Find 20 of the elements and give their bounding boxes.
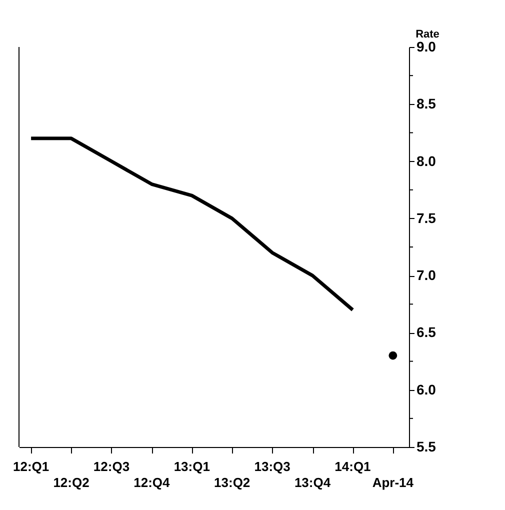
- x-tick-label: 13:Q1: [174, 459, 210, 474]
- x-tick-label: 13:Q4: [294, 475, 332, 490]
- y-tick-label: 6.0: [416, 381, 436, 398]
- x-tick-label: 14:Q1: [334, 459, 371, 474]
- y-tick-label: 5.5: [416, 438, 436, 454]
- y-tick-label: 8.5: [416, 96, 436, 112]
- y-axis-title: Rate: [416, 28, 440, 40]
- y-tick-label: 9.0: [416, 38, 436, 54]
- y-tick-label: 8.0: [416, 152, 436, 169]
- x-tick-label: 12:Q4: [134, 475, 171, 490]
- x-tick-label: 13:Q3: [254, 459, 290, 474]
- line-series: [29, 136, 354, 312]
- x-tick-label: 12:Q1: [12, 459, 50, 474]
- x-tick-label: 12:Q2: [53, 475, 90, 490]
- x-tick-label: 13:Q2: [214, 475, 250, 490]
- y-tick-label: 7.5: [416, 210, 436, 226]
- y-tick-label: 7.0: [416, 267, 436, 284]
- y-tick-label: 6.5: [416, 324, 436, 340]
- x-tick-label: 12:Q3: [93, 459, 130, 474]
- x-tick-label: Apr-14: [372, 475, 414, 490]
